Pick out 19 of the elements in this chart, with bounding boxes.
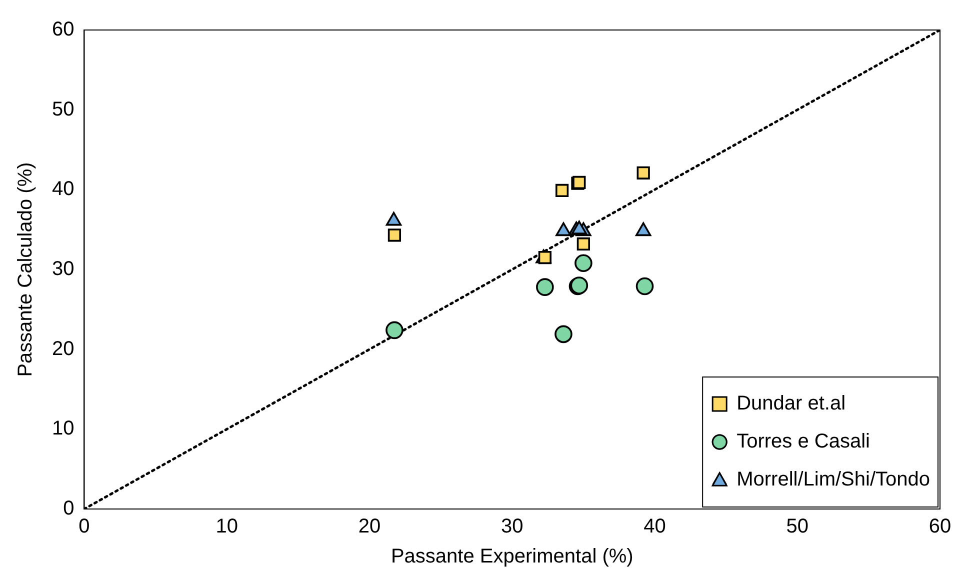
x-axis-title: Passante Experimental (%) (390, 546, 634, 568)
y-tick-label: 0 (63, 498, 74, 520)
legend-label: Morrell/Lim/Shi/Tondo (736, 468, 930, 491)
x-tick-label: 60 (928, 516, 952, 538)
x-tick-label: 50 (786, 516, 808, 538)
y-axis-title: Passante Calculado (%) (14, 162, 37, 377)
y-tick-label: 10 (52, 418, 74, 440)
legend-label: Torres e Casali (736, 430, 870, 453)
y-tick-label: 20 (52, 338, 74, 360)
y-tick-label: 40 (52, 178, 74, 200)
x-tick-label: 0 (78, 516, 90, 538)
y-tick-label: 60 (52, 18, 74, 41)
x-tick-label: 40 (644, 516, 666, 538)
x-tick-label: 10 (216, 516, 238, 538)
y-tick-label: 50 (52, 98, 74, 120)
legend-label: Dundar et.al (736, 392, 846, 415)
y-tick-label: 30 (52, 258, 74, 280)
x-tick-label: 20 (358, 516, 381, 538)
x-tick-label: 30 (501, 516, 524, 538)
